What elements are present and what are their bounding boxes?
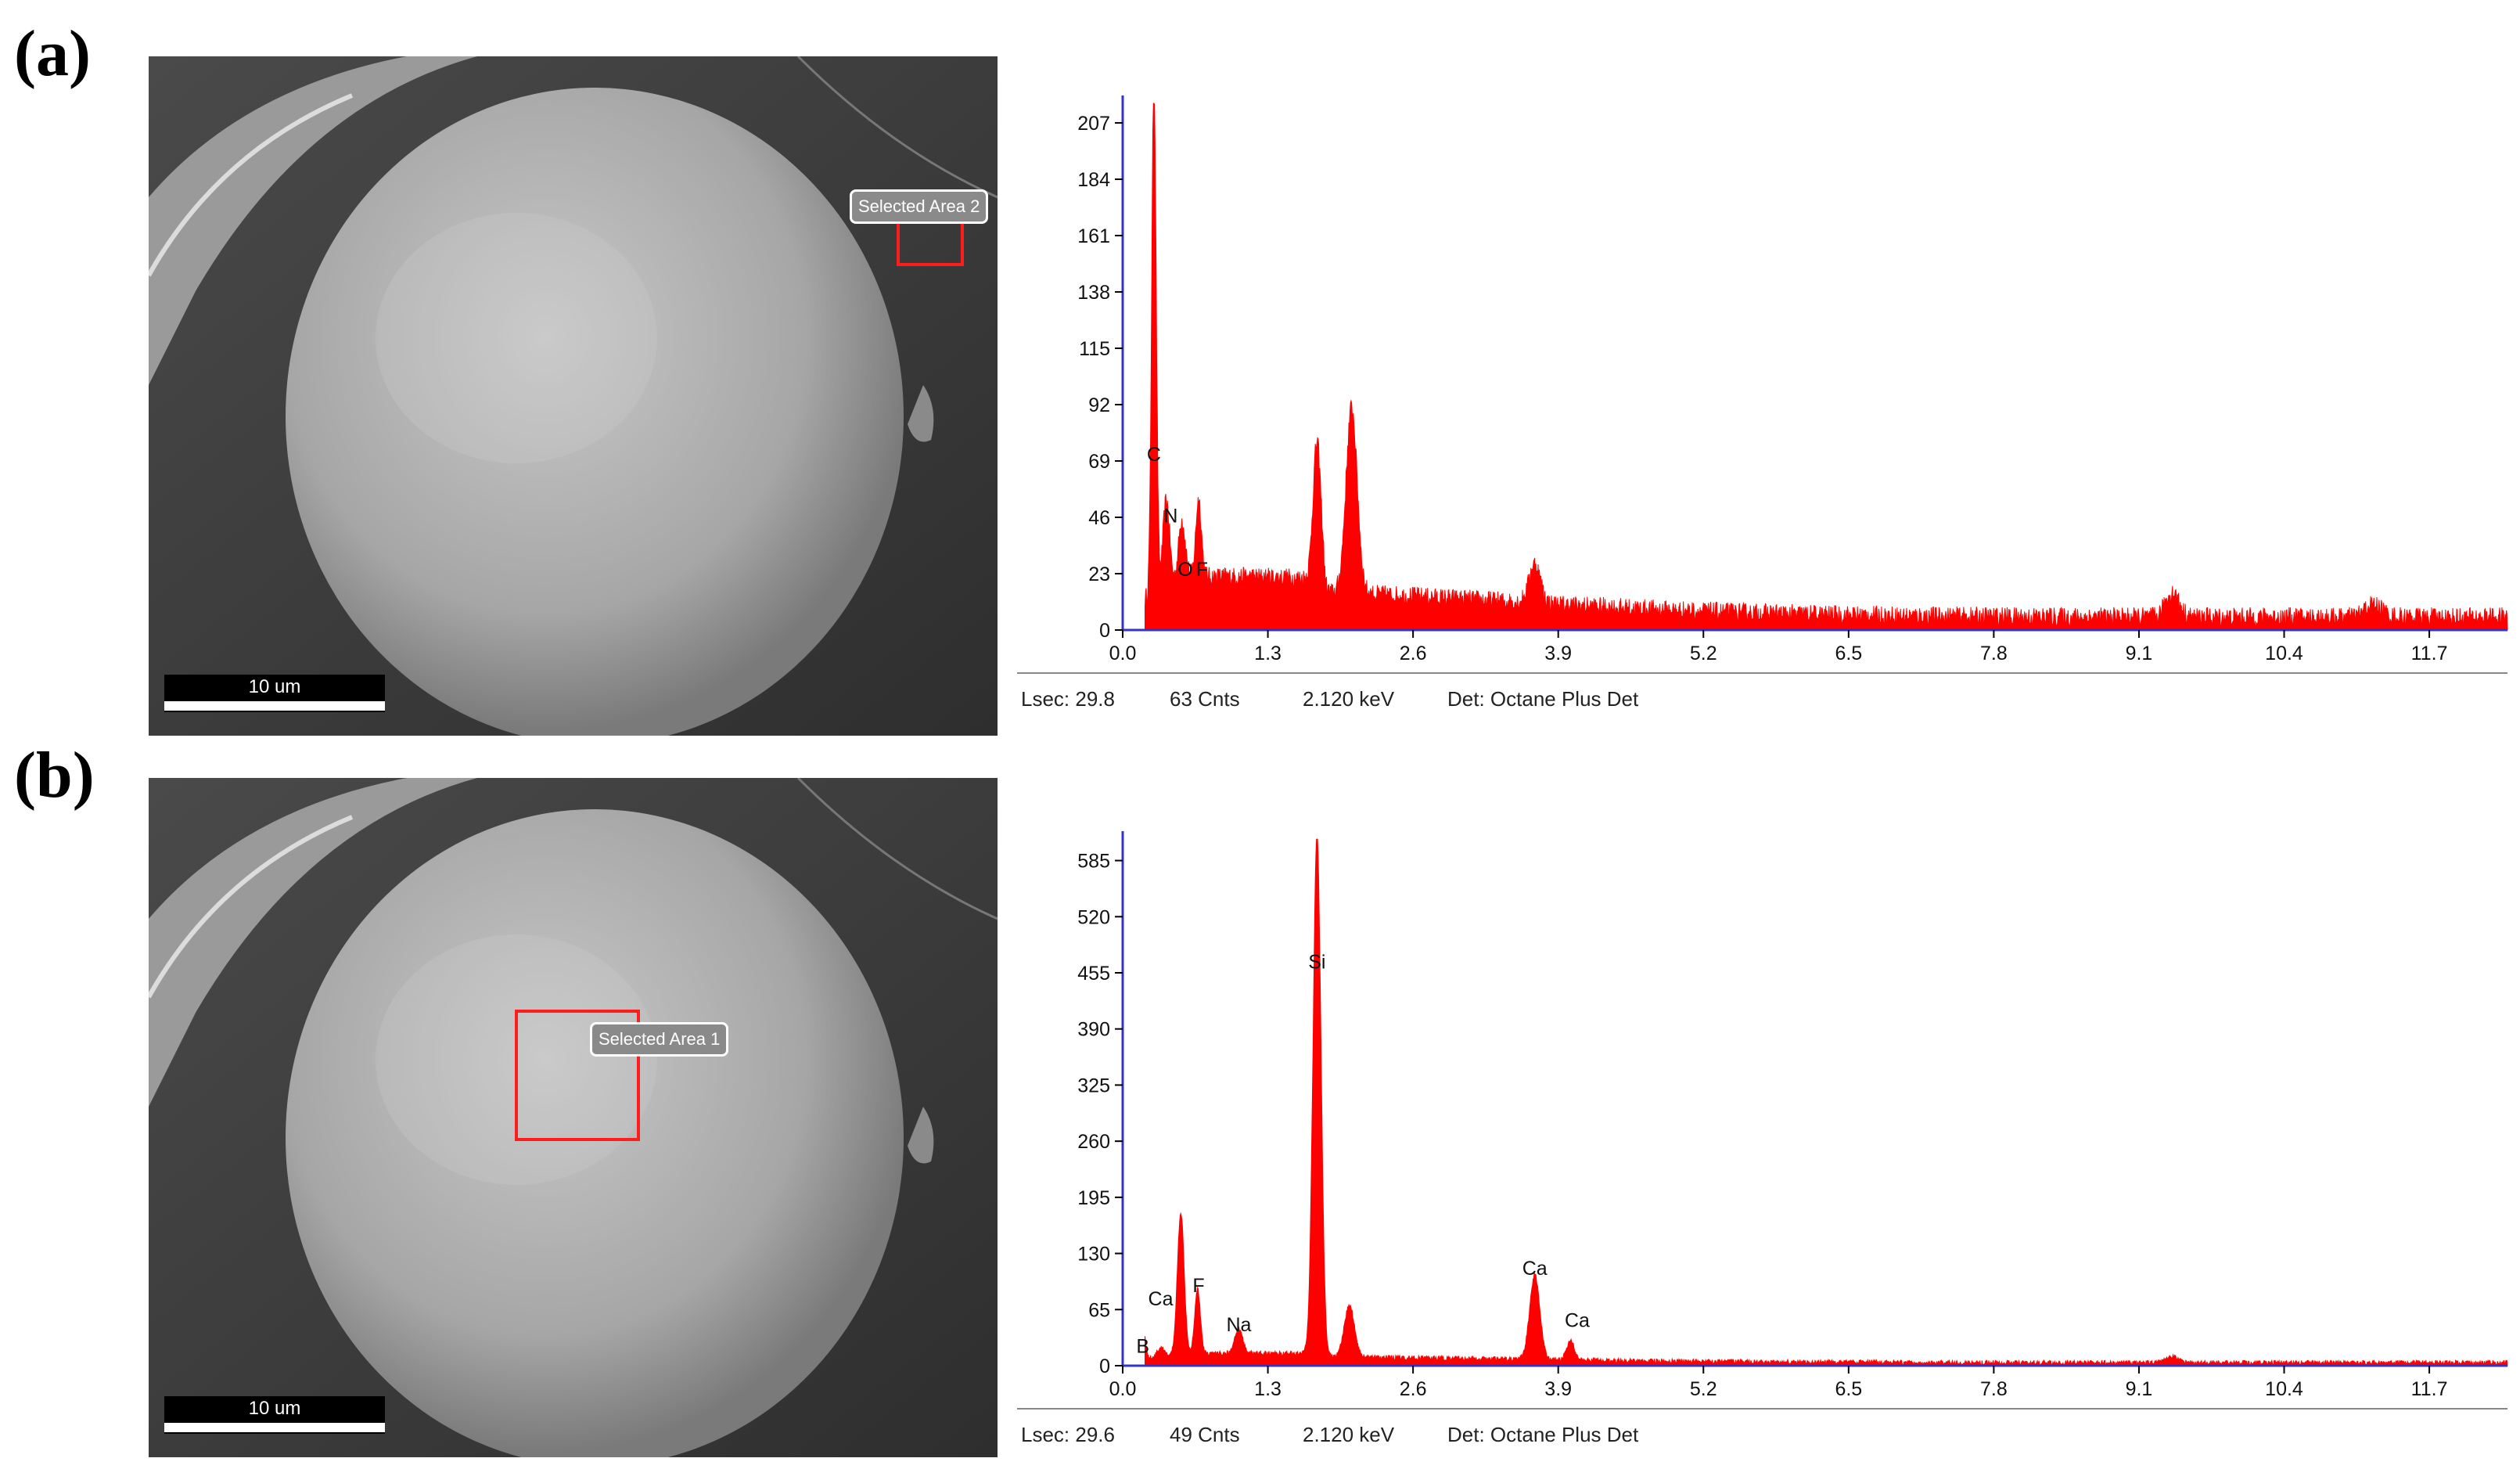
peak-label-b-4: Si <box>1308 951 1325 973</box>
status-kev-b: 2.120 keV <box>1303 1423 1395 1446</box>
spectrum-area-a <box>1145 103 2508 631</box>
status-det-b: Det: Octane Plus Det <box>1447 1423 1639 1446</box>
y-tick-label-a-3: 69 <box>1088 451 1110 473</box>
panel-label-a: (a) <box>14 17 91 90</box>
status-kev-a: 2.120 keV <box>1303 687 1395 711</box>
status-cnts-b: 49 Cnts <box>1170 1423 1240 1446</box>
status-cnts-a: 63 Cnts <box>1170 687 1240 711</box>
peak-label-b-6: Ca <box>1565 1309 1590 1331</box>
x-tick-label-b-2: 2.6 <box>1400 1378 1427 1400</box>
peak-label-b-3: Na <box>1226 1314 1251 1336</box>
y-tick-label-b-0: 0 <box>1099 1356 1110 1377</box>
selection-label-area-1: Selected Area 1 <box>590 1022 729 1057</box>
scale-bar-line-a <box>164 701 385 711</box>
y-tick-label-b-7: 455 <box>1077 963 1110 985</box>
y-tick-label-a-1: 23 <box>1088 563 1110 585</box>
status-line-a: Lsec: 29.8 63 Cnts 2.120 keV Det: Octane… <box>1021 687 2429 718</box>
y-tick-label-b-5: 325 <box>1077 1075 1110 1096</box>
scale-bar-line-b <box>164 1423 385 1432</box>
peak-label-b-2: F <box>1192 1275 1204 1297</box>
peak-label-a-2: O <box>1177 559 1192 581</box>
sem-image-b: 10 um Selected Area 1 <box>149 778 998 1457</box>
peak-label-a-3: F <box>1196 559 1208 581</box>
spectrum-area-b <box>1145 838 2508 1367</box>
y-tick-label-a-8: 184 <box>1077 169 1110 191</box>
x-tick-label-b-6: 7.8 <box>1980 1378 2008 1400</box>
y-tick-label-a-4: 92 <box>1088 394 1110 416</box>
x-tick-label-b-5: 6.5 <box>1835 1378 1862 1400</box>
scale-bar-a: 10 um <box>164 675 385 712</box>
status-det-a: Det: Octane Plus Det <box>1447 687 1639 711</box>
y-tick-label-a-2: 46 <box>1088 507 1110 529</box>
x-tick-label-a-6: 7.8 <box>1980 643 2008 664</box>
y-tick-label-b-2: 130 <box>1077 1244 1110 1266</box>
peak-label-b-5: Ca <box>1522 1258 1548 1280</box>
y-tick-label-a-5: 115 <box>1079 338 1110 360</box>
x-tick-label-a-3: 3.9 <box>1544 643 1572 664</box>
y-tick-label-b-8: 520 <box>1077 906 1110 928</box>
x-tick-label-b-1: 1.3 <box>1254 1378 1282 1400</box>
eds-spectrum-b: 0 65 130 195 260 325 390 455 520 585 0.0 1.3 2.6 3.9 5… <box>1017 831 2508 1410</box>
x-tick-label-b-9: 11.7 <box>2411 1378 2448 1400</box>
peak-label-a-0: C <box>1147 444 1161 466</box>
x-tick-label-b-7: 9.1 <box>2126 1378 2153 1400</box>
eds-spectrum-a: 0 23 46 69 92 115 138 161 184 207 0.0 1.3 2.6 3.9 5.2 6… <box>1017 95 2508 674</box>
scale-bar-label-b: 10 um <box>248 1398 301 1419</box>
x-tick-label-a-2: 2.6 <box>1400 643 1427 664</box>
selection-box-area-2 <box>897 219 964 266</box>
x-tick-label-a-9: 11.7 <box>2411 643 2448 664</box>
scale-bar-b: 10 um <box>164 1396 385 1434</box>
y-tick-label-b-3: 195 <box>1077 1187 1110 1209</box>
peak-label-b-1: Ca <box>1149 1288 1174 1310</box>
x-tick-label-b-8: 10.4 <box>2265 1378 2303 1400</box>
x-tick-label-a-7: 9.1 <box>2126 643 2153 664</box>
x-tick-label-a-0: 0.0 <box>1109 643 1137 664</box>
y-tick-label-a-7: 161 <box>1077 225 1110 247</box>
status-lsec-b: Lsec: 29.6 <box>1021 1423 1115 1446</box>
x-tick-label-b-3: 3.9 <box>1544 1378 1572 1400</box>
y-tick-label-b-6: 390 <box>1077 1019 1110 1041</box>
peak-label-a-1: N <box>1163 505 1177 527</box>
x-tick-label-a-8: 10.4 <box>2265 643 2303 664</box>
selection-box-area-1 <box>515 1010 640 1141</box>
y-tick-label-a-9: 207 <box>1077 113 1110 135</box>
scale-bar-label-a: 10 um <box>248 676 301 697</box>
x-tick-label-a-1: 1.3 <box>1254 643 1282 664</box>
peak-label-b-0: B <box>1136 1335 1149 1357</box>
sem-image-a: 10 um Selected Area 2 <box>149 56 998 736</box>
x-tick-label-b-0: 0.0 <box>1109 1378 1137 1400</box>
y-tick-label-b-1: 65 <box>1088 1299 1110 1321</box>
panel-label-b: (b) <box>14 739 95 812</box>
y-tick-label-a-0: 0 <box>1099 620 1110 642</box>
status-line-b: Lsec: 29.6 49 Cnts 2.120 keV Det: Octane… <box>1021 1423 2429 1454</box>
y-tick-label-b-4: 260 <box>1077 1131 1110 1153</box>
x-tick-label-a-5: 6.5 <box>1835 643 1862 664</box>
status-lsec-a: Lsec: 29.8 <box>1021 687 1115 711</box>
y-tick-label-a-6: 138 <box>1077 282 1110 304</box>
y-tick-label-b-9: 585 <box>1077 851 1110 873</box>
selection-label-area-2: Selected Area 2 <box>850 189 989 224</box>
x-tick-label-a-4: 5.2 <box>1690 643 1717 664</box>
x-tick-label-b-4: 5.2 <box>1690 1378 1717 1400</box>
